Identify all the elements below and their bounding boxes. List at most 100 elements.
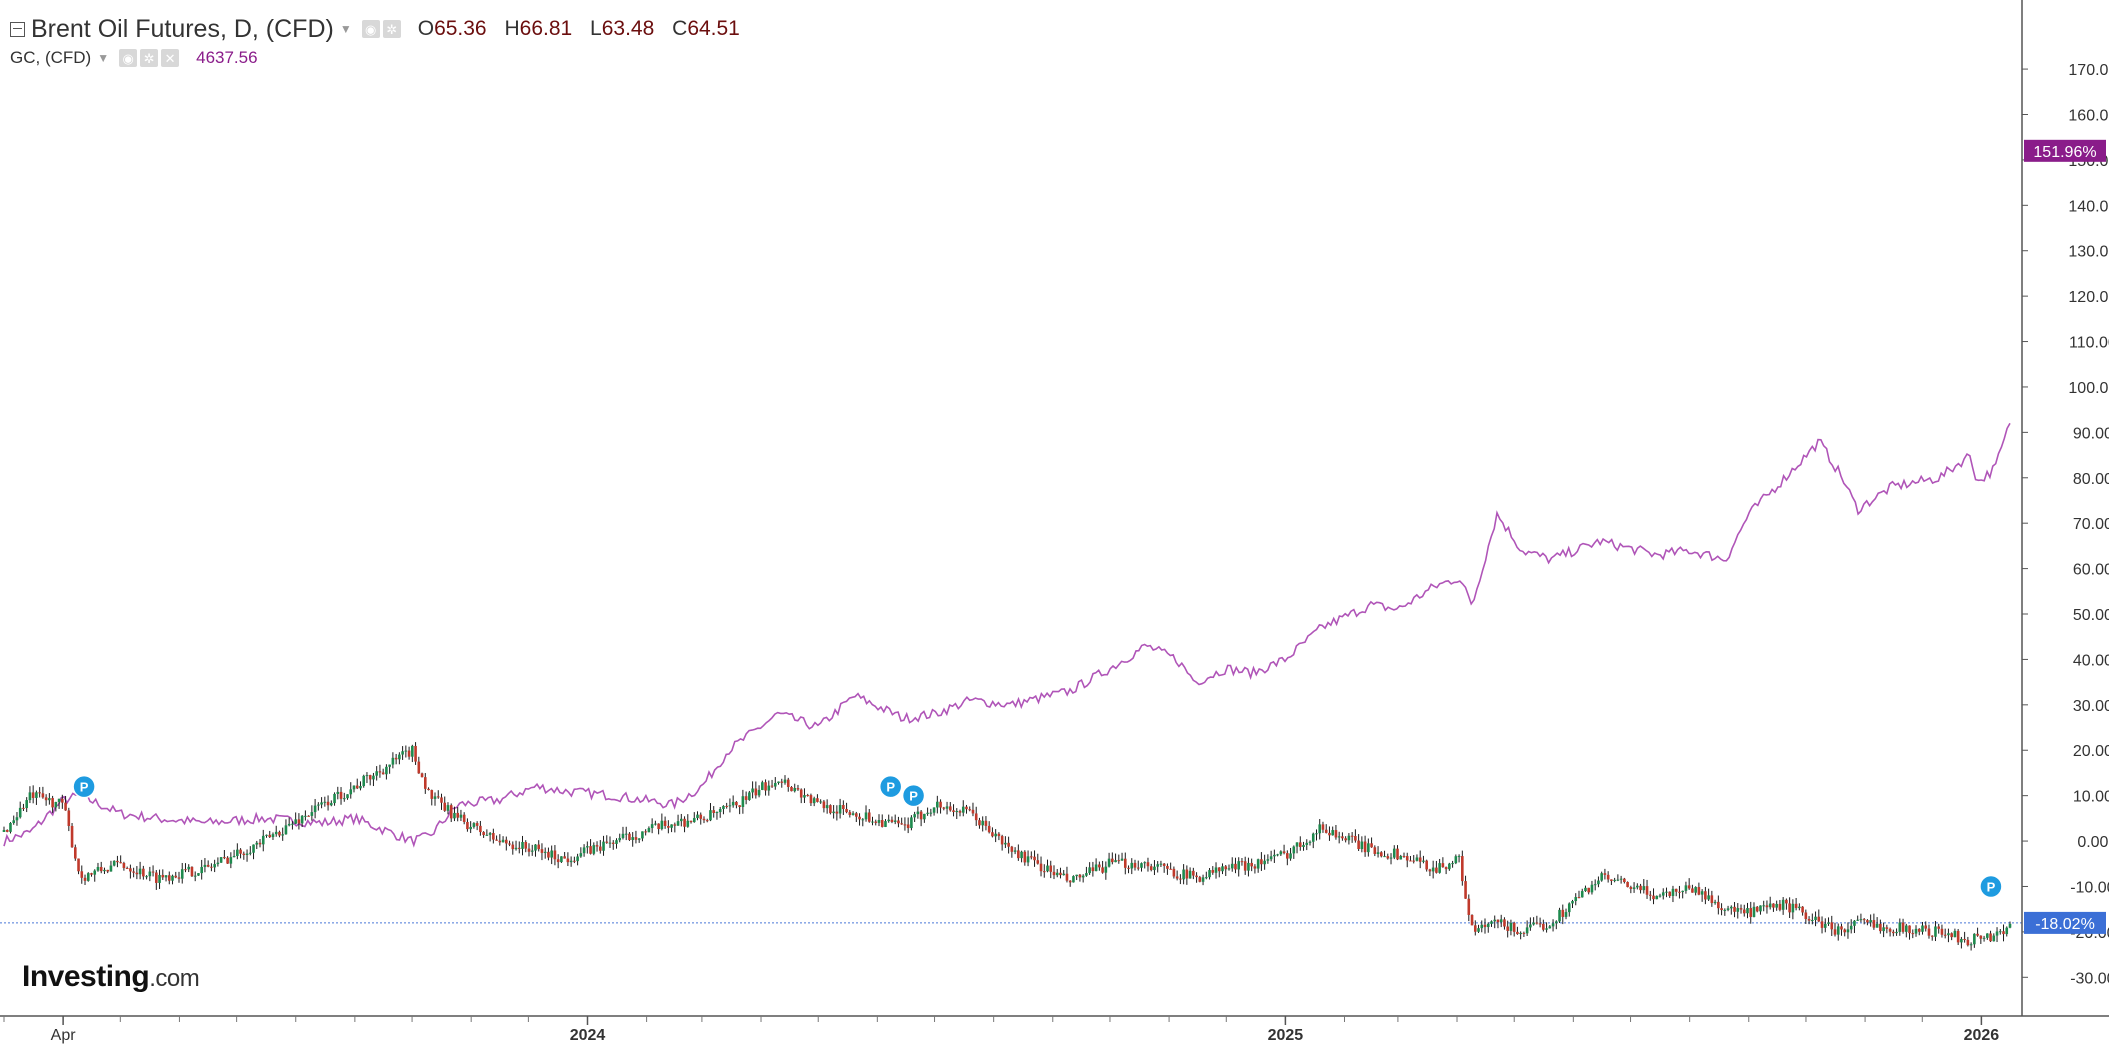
brent-candle <box>1752 906 1756 917</box>
brent-candle <box>35 792 38 798</box>
brent-candle <box>971 809 975 814</box>
brent-candle <box>803 795 806 798</box>
brent-candle <box>1914 928 1918 934</box>
brent-candle <box>462 814 466 822</box>
y-tick-label: 140.00% <box>2068 198 2109 215</box>
brent-candle <box>1234 863 1237 870</box>
brent-candle <box>1976 933 1979 936</box>
brent-candle <box>1726 908 1730 910</box>
brent-candle <box>952 810 955 813</box>
brent-candle <box>1587 887 1591 893</box>
brent-candle <box>177 877 181 879</box>
brent-candle <box>1950 933 1953 938</box>
brent-candle <box>310 812 314 816</box>
brent-candle <box>1759 905 1762 912</box>
brent-candle <box>748 792 751 800</box>
brent-candle <box>1072 876 1075 883</box>
brent-candle <box>709 810 712 821</box>
brent-candle <box>780 781 784 783</box>
brent-candle <box>148 871 152 877</box>
brent-candle <box>1603 873 1607 875</box>
brent-candle <box>1849 925 1853 930</box>
eye-icon[interactable]: ◉ <box>119 49 138 67</box>
brent-candle <box>1370 843 1373 848</box>
gear-icon[interactable]: ✲ <box>140 49 159 67</box>
brent-candle <box>278 831 281 836</box>
brent-candle <box>1042 871 1046 873</box>
brent-candle <box>1123 858 1127 868</box>
brent-candle <box>210 866 213 868</box>
brent-candle <box>1901 922 1905 932</box>
brent-candle <box>842 805 845 810</box>
brent-candle <box>1243 861 1247 871</box>
brent-candle <box>1039 863 1043 872</box>
brent-candle <box>1091 867 1095 872</box>
chevron-down-icon[interactable]: ▼ <box>339 22 352 36</box>
brent-candle <box>1260 859 1263 865</box>
eye-icon[interactable]: ◉ <box>361 20 380 38</box>
brent-candle <box>618 837 622 841</box>
brent-candle <box>381 772 385 775</box>
brent-candle <box>1324 829 1328 833</box>
brent-candle <box>1282 851 1286 854</box>
brent-candle <box>1665 891 1668 893</box>
brent-candle <box>1036 860 1040 864</box>
brent-candle <box>890 819 894 822</box>
brent-candle <box>667 826 670 828</box>
brent-candle <box>291 823 294 825</box>
main-series-title: Brent Oil Futures, D, (CFD) <box>31 14 334 43</box>
brent-candle <box>1817 916 1821 922</box>
close-icon[interactable]: ✕ <box>161 49 180 67</box>
brent-candle <box>1982 937 1986 939</box>
brent-candle <box>1765 905 1769 908</box>
brent-candle <box>151 871 155 873</box>
brent-candle <box>1998 931 2002 933</box>
brent-candle <box>563 856 566 859</box>
brent-candle <box>1156 864 1159 867</box>
gear-icon[interactable]: ✲ <box>382 20 401 38</box>
brent-candle <box>1846 929 1850 933</box>
brent-candle <box>394 757 398 760</box>
y-tick-label: 60.00% <box>2073 562 2109 579</box>
x-tick-label: 2024 <box>570 1027 606 1044</box>
brent-candle <box>25 800 28 809</box>
brent-candle <box>417 761 421 774</box>
x-tick-label: Apr <box>51 1027 77 1044</box>
brent-candle <box>271 834 275 838</box>
brent-candle <box>1960 938 1963 943</box>
brent-candle <box>631 837 634 841</box>
brent-candle <box>1681 890 1684 893</box>
brent-candle <box>1755 906 1759 912</box>
brent-candle <box>54 802 58 808</box>
brent-candle <box>1055 872 1059 876</box>
brent-candle <box>628 833 631 841</box>
brent-candle <box>1678 891 1681 893</box>
brent-candle <box>1801 906 1804 913</box>
brent-candle <box>764 782 767 791</box>
brent-candle <box>1636 885 1639 888</box>
ohlc-close-key: C <box>672 17 688 40</box>
brent-candle <box>1888 928 1892 932</box>
brent-candle <box>1004 842 1007 845</box>
brent-candle <box>1632 887 1636 889</box>
brent-candle <box>1794 903 1798 909</box>
brent-candle <box>1969 944 1973 946</box>
brent-candle <box>284 825 288 835</box>
brent-candle <box>142 868 145 877</box>
brent-candle <box>1409 860 1412 862</box>
brent-candle <box>1963 938 1966 940</box>
brent-candle <box>1250 862 1253 867</box>
brent-candle <box>751 788 754 793</box>
brent-candle <box>155 872 158 883</box>
brent-candle <box>479 825 482 833</box>
brent-candle <box>615 840 618 844</box>
brent-candle <box>1266 859 1270 861</box>
chevron-down-icon[interactable]: ▼ <box>97 51 110 65</box>
brent-candle <box>475 823 479 826</box>
brent-candle <box>167 875 171 881</box>
brent-candle <box>1461 856 1464 882</box>
collapse-icon[interactable] <box>10 21 25 37</box>
brent-candle <box>1068 880 1072 883</box>
brent-candle <box>355 785 359 789</box>
